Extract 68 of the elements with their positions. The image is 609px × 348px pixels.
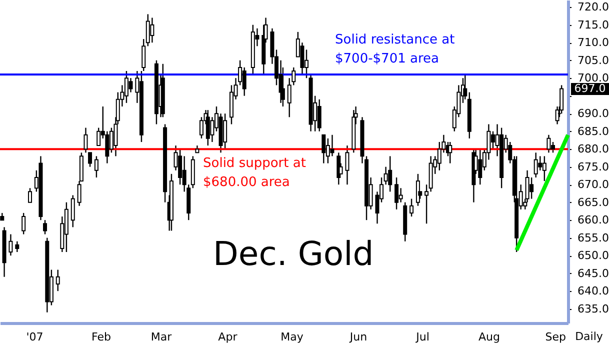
candlestick (43, 219, 48, 235)
candlestick (146, 14, 150, 47)
candlestick (330, 134, 334, 157)
y-tick-label: 705.0 (578, 54, 609, 67)
y-tick-label: 645.0 (578, 266, 609, 280)
y-tick-label: 640.0 (578, 284, 609, 298)
candlestick (317, 98, 322, 132)
y-tick-label: 720.0 (578, 0, 609, 14)
x-tick-label: Mar (150, 330, 172, 344)
candlestick (345, 144, 350, 186)
candlestick (326, 138, 330, 164)
candlestick (142, 38, 146, 72)
candlestick (210, 116, 214, 143)
x-tick-label: Jun (348, 330, 368, 344)
candlestick (56, 269, 60, 292)
candlestick (463, 74, 468, 100)
y-tick-label: 675.0 (578, 160, 609, 174)
candlestick (124, 70, 128, 104)
y-tick-label: 670.0 (578, 178, 609, 192)
x-tick-label: May (280, 330, 304, 344)
x-tick-label: Sep (545, 330, 566, 344)
y-tick-label: 710.0 (578, 36, 609, 50)
candlestick (242, 66, 246, 96)
x-tick-label: '07 (26, 330, 44, 344)
y-tick-label: 685.0 (578, 124, 609, 138)
y-tick-label: 690.0 (578, 107, 609, 120)
y-tick-label: 700.0 (578, 72, 609, 85)
candlestick (28, 188, 32, 203)
candlestick (448, 141, 452, 164)
text: Daily (575, 330, 604, 343)
y-tick-label: 715.0 (578, 18, 609, 32)
candlestick (322, 134, 326, 164)
annotation: Dec. Gold (213, 234, 374, 273)
candlestick (550, 141, 555, 154)
candlestick (410, 198, 414, 218)
x-tick-label: Apr (218, 330, 238, 344)
text: 697.0 (574, 82, 606, 95)
x-tick-label: Aug (478, 330, 500, 344)
candlestick (128, 77, 133, 93)
y-tick-label: 650.0 (578, 249, 609, 262)
y-tick-label: 660.0 (578, 214, 609, 227)
x-tick-label: Feb (91, 330, 111, 344)
candlestick (8, 234, 13, 256)
candlestick (300, 42, 304, 76)
y-tick-label: 655.0 (578, 231, 609, 244)
candlestick (223, 112, 228, 150)
candlestick (546, 134, 551, 154)
candlestick (538, 156, 542, 171)
candlestick (478, 148, 482, 186)
candlestick (398, 188, 403, 203)
ref-line-label: Solid resistance at $700-$701 area (335, 32, 455, 67)
candlestick (394, 176, 399, 210)
candlestick (542, 156, 546, 182)
x-tick-label: Jul (415, 330, 430, 344)
candlestick (70, 194, 75, 228)
candlestick (96, 127, 101, 146)
ref-line-label: Solid support at $680.00 area (203, 156, 306, 190)
candlestick (94, 156, 98, 178)
candlestick (22, 212, 26, 235)
candlestick (15, 240, 20, 253)
candlestick (150, 17, 154, 44)
candlestick (388, 156, 392, 192)
y-tick-label: 635.0 (578, 302, 609, 316)
y-tick-label: 665.0 (578, 196, 609, 209)
y-tick-label: 680.0 (578, 142, 609, 156)
candlestick (534, 152, 538, 178)
candlestick (206, 109, 210, 146)
candlestick (530, 176, 534, 200)
